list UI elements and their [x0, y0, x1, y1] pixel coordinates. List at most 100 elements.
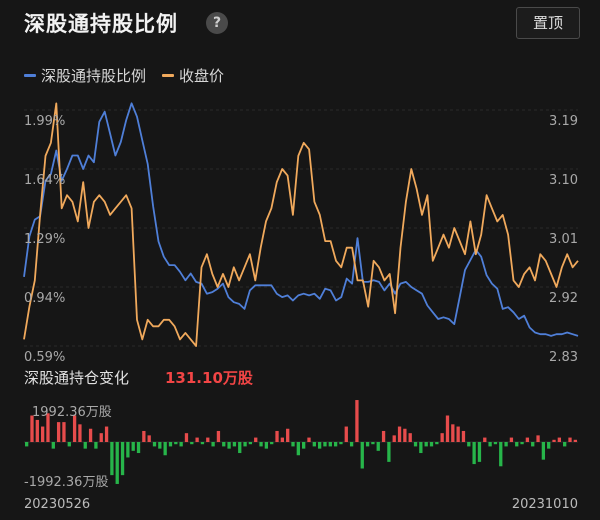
position-change-bar: [472, 442, 476, 465]
position-change-bar: [488, 442, 492, 447]
position-change-bar: [115, 442, 119, 484]
position-change-bar: [222, 442, 226, 447]
position-change-bar: [78, 424, 82, 442]
position-change-bar: [525, 437, 530, 442]
position-change-bar: [94, 442, 98, 449]
chart-legend: 深股通持股比例 收盘价: [24, 64, 240, 86]
position-change-bar: [392, 435, 396, 442]
position-change-bar: [248, 442, 253, 445]
series-line-holding-ratio: [23, 102, 579, 337]
position-change-bar: [541, 442, 546, 460]
position-change-bar: [456, 426, 460, 442]
position-change-bar: [461, 430, 466, 442]
position-change-bar: [158, 442, 162, 449]
legend-item-close-price[interactable]: 收盘价: [162, 65, 224, 86]
position-change-bar: [104, 426, 109, 442]
position-change-bar: [174, 442, 178, 445]
position-change-bar: [360, 442, 364, 469]
position-change-value: 131.10万股: [165, 369, 253, 387]
position-change-bar: [376, 442, 380, 451]
position-change-bar: [142, 430, 146, 442]
bar-chart-bars: [25, 400, 577, 484]
y-right-tick-label: 3.19: [549, 114, 578, 129]
position-change-bar: [211, 442, 215, 447]
position-change-bar: [323, 442, 327, 447]
position-change-bar: [302, 442, 306, 449]
position-change-bar: [504, 442, 508, 447]
y-left-tick-label: 1.99%: [24, 114, 65, 129]
position-change-bar: [312, 442, 316, 447]
y-right-tick-label: 2.92: [549, 291, 578, 306]
position-change-bar: [259, 442, 263, 447]
position-change-bar: [120, 442, 125, 476]
position-change-bar: [557, 437, 561, 442]
position-change-bar: [307, 437, 311, 442]
position-change-bar: [499, 442, 503, 467]
help-icon[interactable]: ?: [206, 12, 228, 34]
position-change-bar: [254, 437, 258, 442]
bar-y-min-label: -1992.36万股: [24, 475, 108, 490]
position-change-bar: [110, 442, 114, 476]
position-change-bar: [339, 442, 343, 445]
position-change-bar: [72, 415, 77, 442]
position-change-bar: [563, 442, 567, 447]
bar-chart-tick-labels: 1992.36万股 -1992.36万股 20230526 20231010: [24, 405, 578, 512]
position-change-bar: [35, 419, 39, 442]
position-change-bar: [190, 442, 194, 445]
position-change-bar: [408, 433, 412, 442]
position-change-bar: [179, 442, 183, 447]
position-change-bar: [547, 442, 551, 449]
position-change-bar: [355, 400, 359, 442]
position-change-bar: [184, 433, 189, 442]
position-change-bar: [531, 442, 535, 447]
pin-to-top-button[interactable]: 置顶: [516, 7, 580, 39]
position-change-bar: [51, 442, 55, 449]
position-change-bar: [365, 442, 370, 447]
y-left-tick-label: 0.94%: [24, 291, 65, 306]
position-change-bar: [238, 442, 242, 454]
position-change-bar: [206, 437, 210, 442]
legend-item-holding-ratio[interactable]: 深股通持股比例: [24, 65, 146, 86]
position-change-bar: [387, 442, 391, 462]
position-change-bar: [509, 437, 514, 442]
legend-label-close-price: 收盘价: [179, 66, 225, 85]
position-change-bar: [30, 415, 34, 442]
position-change-bar: [264, 442, 269, 449]
position-change-bar: [451, 424, 455, 442]
position-change-bar: [435, 442, 439, 445]
position-change-bar: [88, 428, 93, 442]
position-change-bar: [99, 433, 103, 442]
position-change-bar: [520, 442, 524, 445]
position-change-title: 深股通持仓变化: [24, 369, 130, 387]
position-change-bar: [333, 442, 338, 447]
position-change-bar: [168, 442, 173, 447]
position-change-bar: [136, 442, 141, 454]
position-change-bar: [477, 442, 482, 462]
position-change-bar: [371, 442, 375, 445]
chart-tick-labels: 1.99% 3.19 1.64% 3.10 1.29% 3.01 0.94% 2.92 0.59…: [24, 114, 578, 365]
position-change-bar: [232, 442, 237, 447]
x-end-date-label: 20231010: [512, 497, 578, 512]
position-change-bar: [296, 442, 300, 456]
position-change-bar: [536, 435, 540, 442]
y-left-tick-label: 1.64%: [24, 173, 65, 188]
y-right-tick-label: 3.10: [549, 173, 578, 188]
position-change-bar: [216, 430, 221, 442]
position-change-bar: [397, 426, 402, 442]
position-change-bar: [429, 442, 434, 447]
position-change-bar: [195, 437, 199, 442]
x-start-date-label: 20230526: [24, 497, 90, 512]
position-change-bar: [275, 430, 279, 442]
legend-swatch-holding-ratio: [24, 73, 36, 77]
position-change-bar: [126, 442, 130, 458]
series-line-close-price: [23, 102, 579, 347]
position-change-bar: [573, 439, 577, 442]
header-bar: 深股通持股比例 ? 置顶: [0, 0, 600, 52]
position-change-bar: [62, 422, 66, 442]
y-left-tick-label: 1.29%: [24, 232, 65, 247]
position-change-bar: [131, 442, 135, 451]
position-change-bar: [515, 442, 519, 447]
position-change-bar: [483, 437, 487, 442]
bar-y-max-label: 1992.36万股: [32, 405, 112, 420]
position-change-bar: [147, 435, 151, 442]
